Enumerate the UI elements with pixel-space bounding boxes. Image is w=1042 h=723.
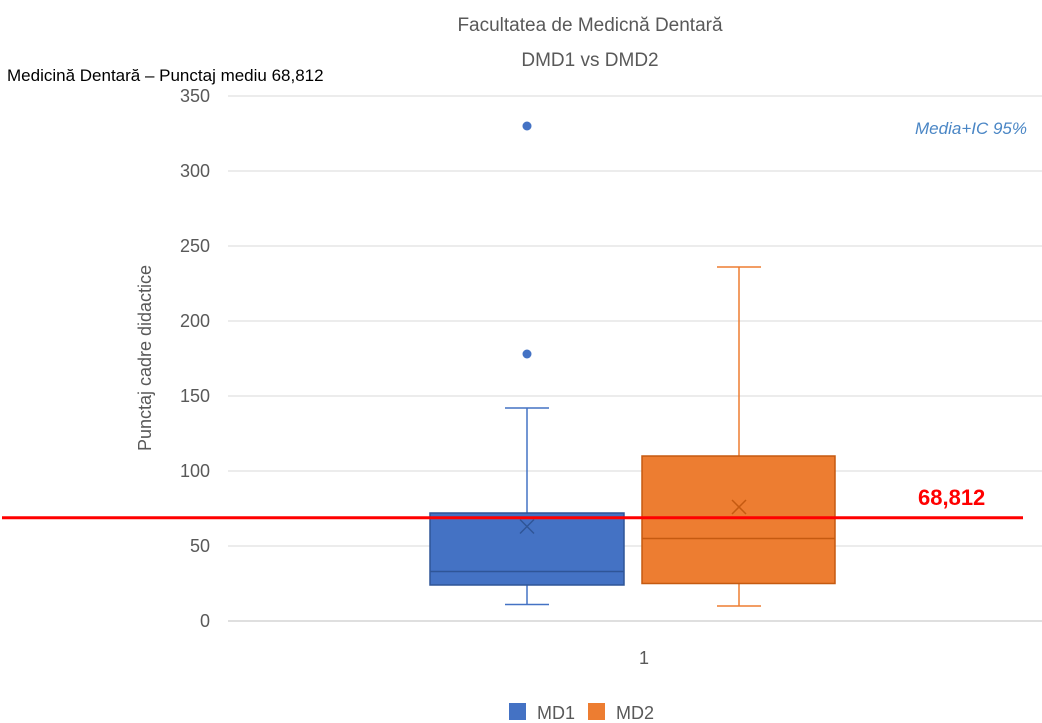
legend-label-md2: MD2 [616,703,654,723]
mean-marker-stroke-b-md1 [519,518,535,535]
y-tick-label-50: 50 [190,536,210,556]
box-md1 [429,512,625,586]
reference-line-label: 68,812 [918,485,985,510]
annotation-media-ic: Media+IC 95% [915,119,1027,138]
top-caption: Medicină Dentară – Punctaj mediu 68,812 [7,66,324,85]
mean-marker-md2 [731,499,747,515]
mean-marker-stroke-b-md2 [731,499,747,515]
reference-line-group: 68,812 [2,485,1023,520]
y-tick-label-300: 300 [180,161,210,181]
box-series [429,121,836,607]
box-md2 [641,455,836,585]
legend-swatch-md2 [588,703,605,720]
y-axis-tick-labels: 0 50 100 150 200 250 300 350 [180,86,210,631]
chart-subtitle: DMD1 vs DMD2 [521,50,658,71]
y-tick-label-200: 200 [180,311,210,331]
y-tick-label-100: 100 [180,461,210,481]
legend-label-md1: MD1 [537,703,575,723]
outlier-point-md1-0 [522,349,532,359]
y-tick-label-0: 0 [200,611,210,631]
chart-title: Facultatea de Medicnă Dentară [457,15,723,36]
gridlines [228,95,1042,622]
y-tick-label-250: 250 [180,236,210,256]
y-tick-label-350: 350 [180,86,210,106]
legend: MD1 MD2 [509,703,654,723]
outlier-point-md1-1 [522,121,532,131]
legend-swatch-md1 [509,703,526,720]
x-axis-category-label: 1 [639,648,649,668]
y-axis-title: Punctaj cadre didactice [135,265,155,451]
mean-marker-md1 [519,518,535,535]
y-tick-label-150: 150 [180,386,210,406]
